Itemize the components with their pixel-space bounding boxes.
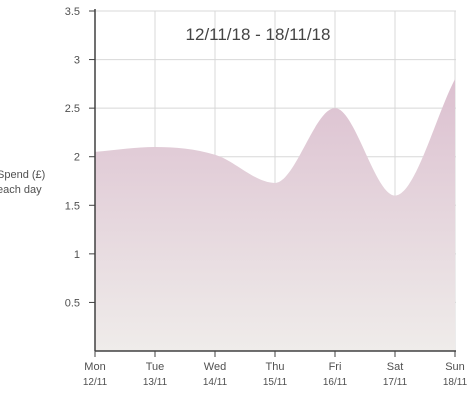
- y-tick-label: 2: [74, 152, 80, 164]
- spend-area: [95, 79, 455, 351]
- x-tick-label-day: Fri: [329, 361, 342, 373]
- y-tick-label: 0.5: [65, 297, 80, 309]
- x-tick-label-date: 15/11: [263, 377, 288, 388]
- y-tick-label: 3: [74, 55, 80, 67]
- chart-title: 12/11/18 - 18/11/18: [186, 25, 331, 44]
- x-tick-label-date: 14/11: [203, 377, 228, 388]
- y-axis-label-line-1: Spend (£): [0, 169, 46, 181]
- y-tick-label: 1.5: [65, 200, 80, 212]
- y-tick-label: 1: [74, 249, 80, 261]
- axes: [89, 9, 456, 357]
- x-tick-label-date: 12/11: [83, 377, 108, 388]
- y-axis-label-line-2: each day: [0, 184, 42, 196]
- y-tick-label: 2.5: [65, 103, 80, 115]
- tick-labels: 0.5 1 1.5 2 2.5 3 3.5 Mon 12/11 Tue 13/11 Wed 14/11 T…: [65, 6, 468, 388]
- x-tick-label-day: Wed: [204, 361, 226, 373]
- x-tick-label-day: Thu: [266, 361, 285, 373]
- x-tick-label-day: Sat: [387, 361, 404, 373]
- x-tick-label-day: Tue: [146, 361, 165, 373]
- x-tick-label-date: 18/11: [443, 377, 468, 388]
- x-tick-label-date: 16/11: [323, 377, 348, 388]
- x-tick-label-day: Sun: [445, 361, 465, 373]
- x-tick-label-date: 17/11: [383, 377, 408, 388]
- x-tick-label-date: 13/11: [143, 377, 168, 388]
- y-tick-label: 3.5: [65, 6, 80, 18]
- x-tick-label-day: Mon: [84, 361, 105, 373]
